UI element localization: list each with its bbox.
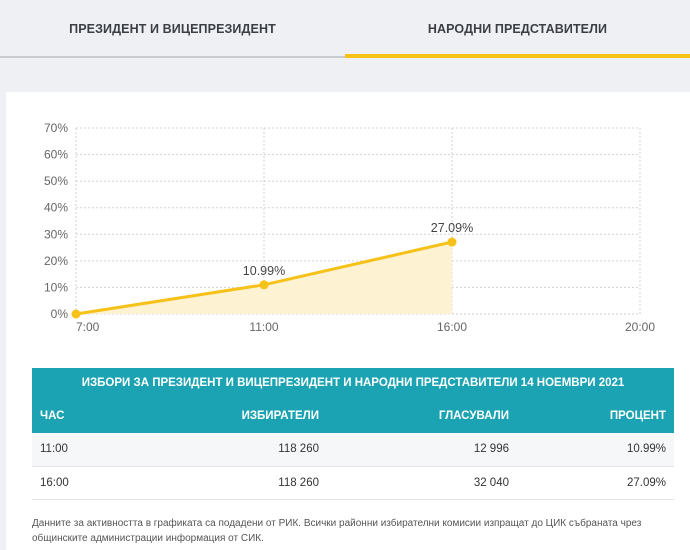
y-tick-label: 40% bbox=[44, 201, 68, 215]
header-percent: ПРОЦЕНТ bbox=[609, 409, 666, 422]
data-point bbox=[259, 280, 269, 290]
x-tick-label: 7:00 bbox=[76, 320, 100, 334]
tab-parliament-label: НАРОДНИ ПРЕДСТАВИТЕЛИ bbox=[427, 22, 608, 36]
data-label: 10.99% bbox=[243, 264, 285, 278]
tab-president[interactable]: ПРЕЗИДЕНТ И ВИЦЕПРЕЗИДЕНТ bbox=[0, 0, 345, 58]
series-area bbox=[76, 242, 452, 314]
content-card: 0% 10% 20% 30% 40% 50% 60% 70% 7:00 11:00 16:00 20:… bbox=[6, 92, 690, 550]
table-row: 16:00 118 260 32 040 27.09% bbox=[32, 466, 674, 499]
y-tick-label: 50% bbox=[44, 174, 68, 188]
turnout-table: ИЗБОРИ ЗА ПРЕЗИДЕНТ И ВИЦЕПРЕЗИДЕНТ И НА… bbox=[32, 368, 674, 500]
tab-bar: ПРЕЗИДЕНТ И ВИЦЕПРЕЗИДЕНТ НАРОДНИ ПРЕДСТ… bbox=[0, 0, 690, 58]
header-hour: ЧАС bbox=[40, 409, 65, 422]
cell-voted: 12 996 bbox=[473, 443, 509, 456]
y-tick-label: 30% bbox=[44, 227, 68, 241]
data-label: 27.09% bbox=[431, 221, 473, 235]
table-row: 11:00 118 260 12 996 10.99% bbox=[32, 433, 674, 466]
turnout-data-table: ЧАС ИЗБИРАТЕЛИ ГЛАСУВАЛИ ПРОЦЕНТ 11:00 1… bbox=[32, 398, 674, 500]
cell-percent: 27.09% bbox=[626, 476, 666, 489]
tab-president-label: ПРЕЗИДЕНТ И ВИЦЕПРЕЗИДЕНТ bbox=[69, 22, 276, 36]
tab-parliament-underline bbox=[345, 54, 690, 58]
x-tick-label: 20:00 bbox=[625, 320, 655, 334]
x-tick-label: 16:00 bbox=[437, 320, 467, 334]
cell-hour: 11:00 bbox=[40, 443, 68, 456]
tab-parliament[interactable]: НАРОДНИ ПРЕДСТАВИТЕЛИ bbox=[345, 0, 690, 58]
cell-voters: 118 260 bbox=[278, 443, 319, 456]
data-point bbox=[447, 237, 457, 247]
cell-voted: 32 040 bbox=[473, 476, 509, 489]
cell-hour: 16:00 bbox=[40, 476, 69, 489]
turnout-chart: 0% 10% 20% 30% 40% 50% 60% 70% 7:00 11:00 16:00 20:… bbox=[6, 92, 690, 442]
y-tick-label: 0% bbox=[51, 307, 69, 321]
footnote: Данните за активността в графиката са по… bbox=[32, 518, 642, 544]
x-tick-label: 11:00 bbox=[249, 320, 278, 334]
header-voters: ИЗБИРАТЕЛИ bbox=[241, 409, 319, 422]
y-tick-label: 60% bbox=[44, 148, 68, 162]
table-header-row: ЧАС ИЗБИРАТЕЛИ ГЛАСУВАЛИ ПРОЦЕНТ bbox=[32, 398, 674, 433]
y-tick-label: 10% bbox=[44, 280, 68, 294]
tab-president-underline bbox=[0, 56, 345, 58]
cell-percent: 10.99% bbox=[626, 443, 666, 456]
cell-voters: 118 260 bbox=[278, 476, 319, 489]
turnout-chart-svg: 0% 10% 20% 30% 40% 50% 60% 70% 7:00 11:00 16:00 20:… bbox=[44, 121, 655, 334]
data-point bbox=[71, 309, 81, 319]
header-voted: ГЛАСУВАЛИ bbox=[438, 409, 509, 422]
y-tick-label: 70% bbox=[44, 121, 68, 135]
table-title: ИЗБОРИ ЗА ПРЕЗИДЕНТ И ВИЦЕПРЕЗИДЕНТ И НА… bbox=[32, 368, 674, 398]
y-tick-label: 20% bbox=[44, 254, 68, 268]
